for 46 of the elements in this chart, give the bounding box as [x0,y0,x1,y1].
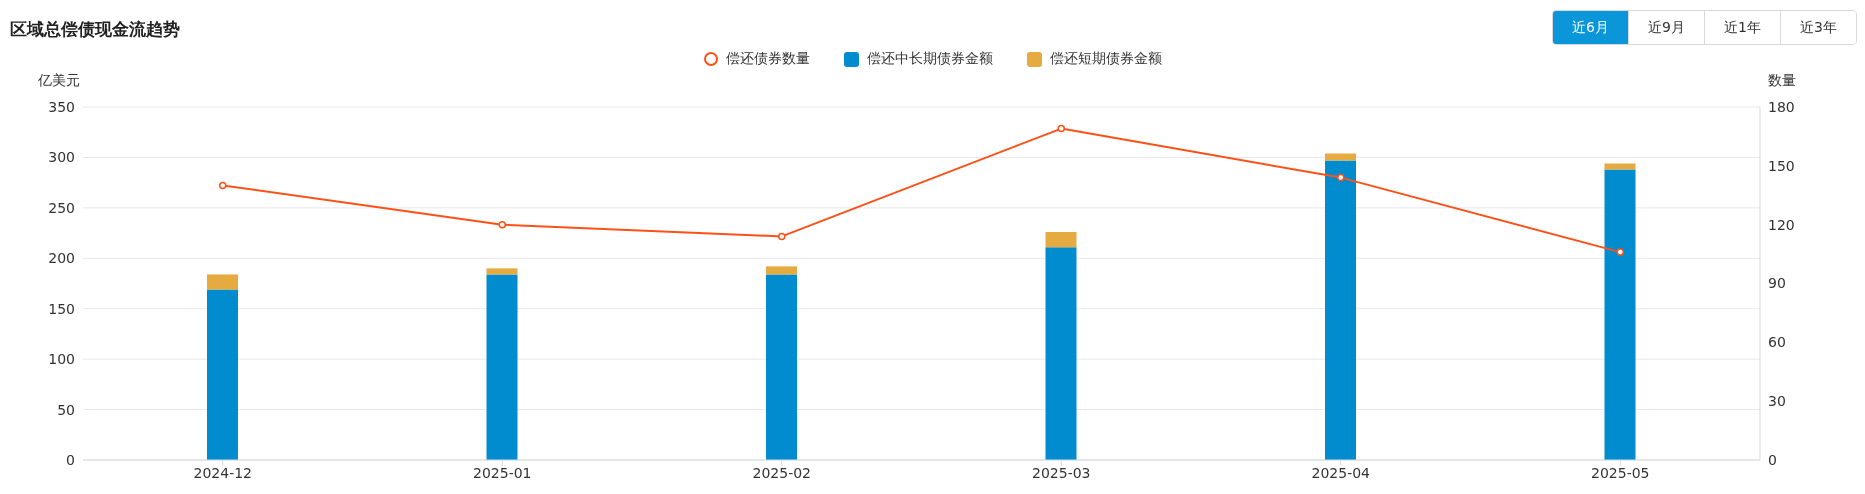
y-tick-label: 100 [48,351,75,368]
y-tick-label: 0 [66,451,75,468]
bar [766,274,797,460]
legend-label: 偿还中长期债券金额 [866,50,993,68]
y2-axis-title: 数量 [1768,72,1796,90]
bar [766,266,797,275]
y2-tick-label: 60 [1768,334,1786,351]
point [778,232,786,241]
x-tick-label: 2025-04 [1311,464,1371,481]
point [498,220,506,229]
y-tick-label: 250 [48,199,75,216]
point [1057,124,1065,133]
bar [207,289,238,460]
point [1616,248,1624,256]
legend-label: 偿还短期债券金额 [1049,50,1162,68]
y-axis-title: 亿美元 [38,72,80,90]
bar [1045,232,1077,248]
bar [1604,169,1636,460]
y-tick-label: 50 [57,401,75,418]
bar [1325,153,1356,161]
y-tick-label: 150 [48,300,75,317]
y-tick-label: 300 [48,149,75,166]
y2-tick-label: 150 [1768,157,1795,174]
bar [1604,163,1636,170]
y-tick-label: 200 [48,250,75,267]
bar [486,268,518,275]
bar [1325,160,1356,460]
period-toggle: 近6月 近9月 近1年 近3年 [1552,10,1857,45]
legend-label: 偿还债券数量 [725,50,810,68]
bar [486,274,518,460]
x-tick-label: 2024-12 [193,464,252,481]
x-tick-label: 2025-03 [1032,464,1091,481]
y2-tick-label: 30 [1768,393,1786,410]
y2-tick-label: 120 [1768,216,1795,233]
bar [207,274,238,290]
y-tick-label: 350 [48,98,75,115]
point [1337,173,1345,182]
y2-tick-label: 180 [1768,98,1795,115]
x-tick-label: 2025-05 [1591,464,1650,481]
x-tick-label: 2025-02 [752,464,811,481]
y2-tick-label: 0 [1768,451,1777,468]
chart-title: 区域总偿债现金流趋势 [10,18,180,41]
point [219,181,227,190]
x-tick-label: 2025-01 [473,464,532,481]
bar [1045,247,1077,460]
y2-tick-label: 90 [1768,275,1786,292]
